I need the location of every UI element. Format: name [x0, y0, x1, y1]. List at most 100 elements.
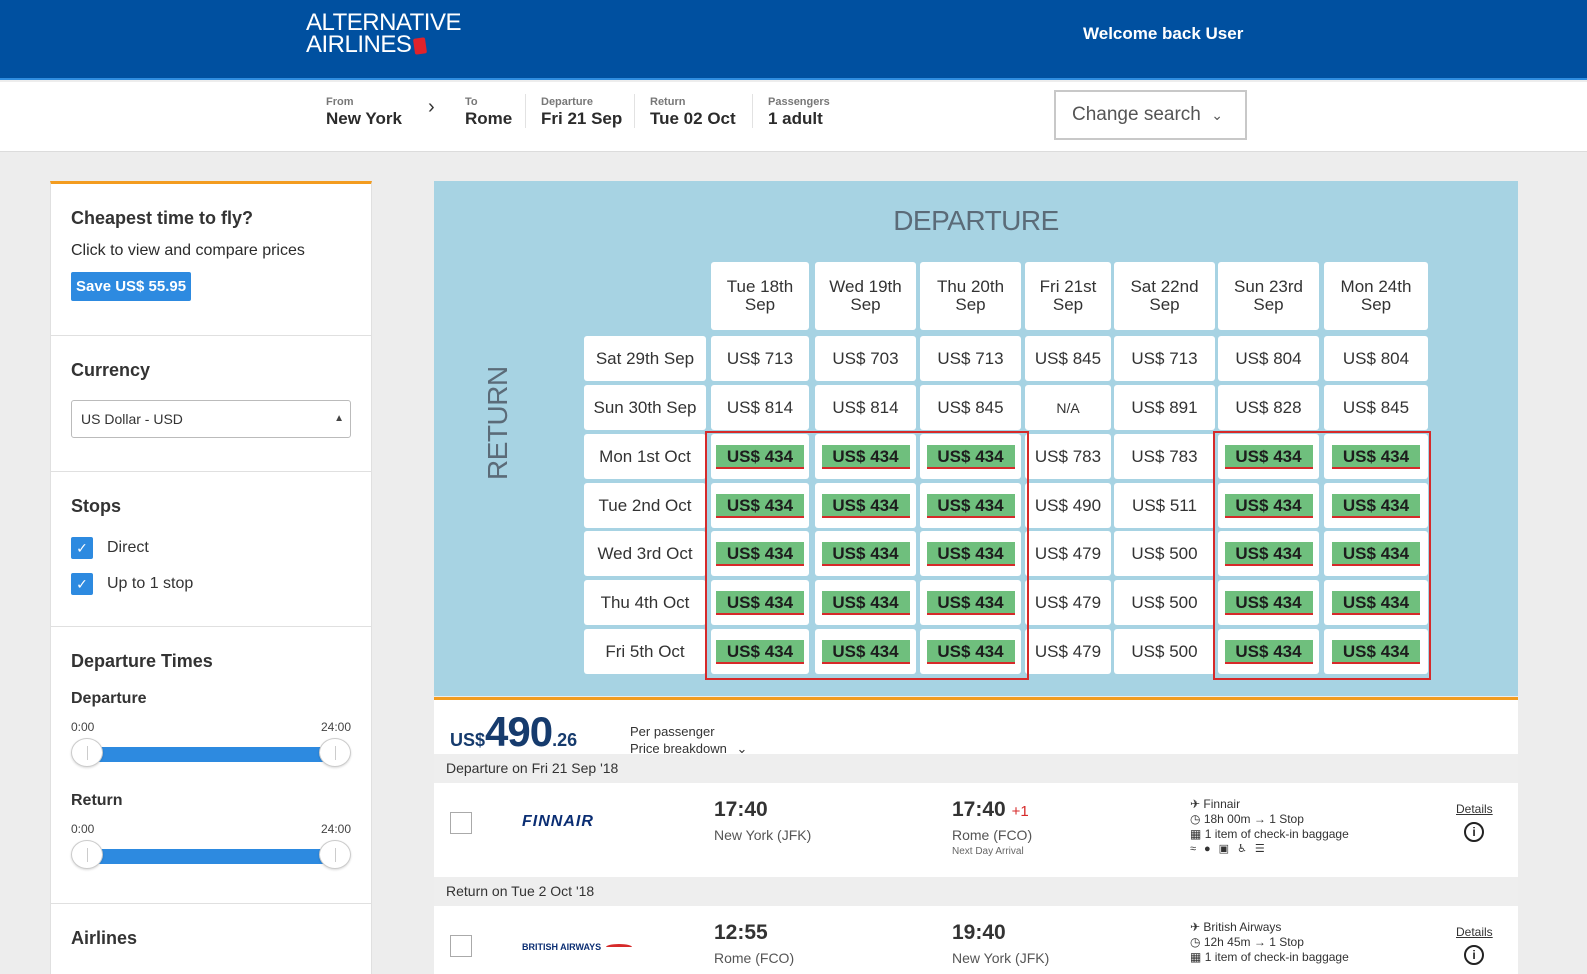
price-cell[interactable]: US$ 434: [815, 531, 916, 576]
price-cell[interactable]: US$ 434: [711, 434, 809, 479]
alternative-airlines-logo[interactable]: ALTERNATIVE AIRLINES: [306, 11, 461, 57]
price-cell[interactable]: US$ 434: [1324, 580, 1428, 625]
price-cell[interactable]: US$ 479: [1025, 580, 1111, 625]
price-cell[interactable]: US$ 434: [1218, 531, 1319, 576]
price-cell[interactable]: US$ 434: [1324, 483, 1428, 528]
price-cell[interactable]: US$ 434: [815, 434, 916, 479]
price-breakdown-link[interactable]: Price breakdown ⌄: [630, 741, 747, 757]
price-cell[interactable]: US$ 434: [711, 629, 809, 674]
price-cell[interactable]: US$ 434: [1218, 629, 1319, 674]
price-cell[interactable]: US$ 434: [1324, 434, 1428, 479]
price-cell[interactable]: US$ 434: [920, 629, 1021, 674]
details-link[interactable]: Details: [1456, 925, 1493, 939]
price-cell[interactable]: US$ 891: [1114, 385, 1215, 430]
price-cell[interactable]: US$ 434: [920, 531, 1021, 576]
price-cell[interactable]: US$ 713: [711, 336, 809, 381]
return-time-slider[interactable]: [71, 840, 351, 869]
price-cell[interactable]: US$ 434: [711, 483, 809, 528]
slider-max-handle[interactable]: [319, 840, 351, 869]
arrival-time: 17:40 +1: [952, 798, 1029, 822]
price-cell[interactable]: US$ 490: [1025, 483, 1111, 528]
cheapest-price-badge[interactable]: US$ 434: [926, 639, 1015, 664]
price-cell[interactable]: US$ 845: [1025, 336, 1111, 381]
cheapest-price-badge[interactable]: US$ 434: [1224, 493, 1313, 518]
price-cell[interactable]: US$ 434: [1324, 629, 1428, 674]
cheapest-price-badge[interactable]: US$ 434: [1332, 444, 1420, 469]
currency-select[interactable]: US Dollar - USD ▲: [71, 400, 351, 438]
airlines-title[interactable]: Airlines: [71, 928, 138, 948]
cheapest-price-badge[interactable]: US$ 434: [716, 541, 804, 566]
change-search-button[interactable]: Change search ⌄: [1054, 90, 1247, 140]
stop-option-one-stop[interactable]: ✓ Up to 1 stop: [71, 573, 351, 595]
slider-min-handle[interactable]: [71, 738, 103, 767]
cheapest-price-badge[interactable]: US$ 434: [716, 444, 804, 469]
welcome-message[interactable]: Welcome back User: [1083, 24, 1244, 43]
price-cell[interactable]: US$ 783: [1025, 434, 1111, 479]
cheapest-price-badge[interactable]: US$ 434: [821, 639, 910, 664]
cheapest-price-badge[interactable]: US$ 434: [1332, 493, 1420, 518]
price-cell[interactable]: US$ 783: [1114, 434, 1215, 479]
price-cell[interactable]: US$ 434: [815, 483, 916, 528]
cheapest-price-badge[interactable]: US$ 434: [926, 493, 1015, 518]
price-cell[interactable]: US$ 804: [1218, 336, 1319, 381]
price-cell[interactable]: US$ 434: [711, 580, 809, 625]
checkbox-checked-icon[interactable]: ✓: [71, 573, 93, 595]
price-cell[interactable]: US$ 500: [1114, 531, 1215, 576]
cheapest-price-badge[interactable]: US$ 434: [926, 444, 1015, 469]
cheapest-price-badge[interactable]: US$ 434: [1224, 590, 1313, 615]
price-cell[interactable]: US$ 434: [920, 580, 1021, 625]
cheapest-price-badge[interactable]: US$ 434: [1224, 639, 1313, 664]
price-cell[interactable]: US$ 479: [1025, 629, 1111, 674]
save-button[interactable]: Save US$ 55.95: [71, 272, 192, 301]
info-icon[interactable]: i: [1464, 945, 1484, 965]
price-cell[interactable]: US$ 814: [711, 385, 809, 430]
price-cell[interactable]: US$ 434: [815, 629, 916, 674]
details-link[interactable]: Details: [1456, 802, 1493, 816]
stop-option-direct[interactable]: ✓ Direct: [71, 537, 351, 559]
price-cell[interactable]: US$ 434: [920, 434, 1021, 479]
cheapest-price-badge[interactable]: US$ 434: [716, 590, 804, 615]
info-icon[interactable]: i: [1464, 822, 1484, 842]
price-cell[interactable]: US$ 845: [1324, 385, 1428, 430]
price-cell[interactable]: US$ 434: [920, 483, 1021, 528]
cheapest-price-badge[interactable]: US$ 434: [1224, 541, 1313, 566]
cheapest-price-badge[interactable]: US$ 434: [716, 493, 804, 518]
price-cell[interactable]: US$ 434: [815, 580, 916, 625]
departure-time-slider[interactable]: [71, 738, 351, 767]
range-min: 0:00: [71, 720, 95, 734]
cheapest-price-badge[interactable]: US$ 434: [1224, 444, 1313, 469]
price-cell[interactable]: US$ 845: [920, 385, 1021, 430]
price-cell[interactable]: US$ 804: [1324, 336, 1428, 381]
price-cell[interactable]: US$ 713: [920, 336, 1021, 381]
cheapest-price-badge[interactable]: US$ 434: [1332, 590, 1420, 615]
cheapest-price-badge[interactable]: US$ 434: [1332, 639, 1420, 664]
cheapest-price-badge[interactable]: US$ 434: [821, 493, 910, 518]
price-cell[interactable]: US$ 828: [1218, 385, 1319, 430]
checkbox-checked-icon[interactable]: ✓: [71, 537, 93, 559]
departure-flight-row[interactable]: FINNAIR 17:40 New York (JFK) 17:40 +1 Ro…: [434, 783, 1518, 877]
cheapest-price-badge[interactable]: US$ 434: [926, 541, 1015, 566]
price-cell[interactable]: US$ 500: [1114, 580, 1215, 625]
cheapest-price-badge[interactable]: US$ 434: [821, 444, 910, 469]
return-flight-row[interactable]: BRITISH AIRWAYS 12:55 Rome (FCO) 19:40 N…: [434, 906, 1518, 974]
price-cell[interactable]: US$ 511: [1114, 483, 1215, 528]
cheapest-price-badge[interactable]: US$ 434: [821, 541, 910, 566]
select-checkbox[interactable]: [450, 935, 472, 957]
price-cell[interactable]: US$ 434: [1218, 483, 1319, 528]
cheapest-price-badge[interactable]: US$ 434: [1332, 541, 1420, 566]
price-cell[interactable]: US$ 434: [711, 531, 809, 576]
slider-max-handle[interactable]: [319, 738, 351, 767]
price-cell[interactable]: US$ 479: [1025, 531, 1111, 576]
price-cell[interactable]: US$ 814: [815, 385, 916, 430]
price-cell[interactable]: US$ 434: [1324, 531, 1428, 576]
cheapest-price-badge[interactable]: US$ 434: [716, 639, 804, 664]
cheapest-price-badge[interactable]: US$ 434: [926, 590, 1015, 615]
price-cell[interactable]: US$ 703: [815, 336, 916, 381]
slider-min-handle[interactable]: [71, 840, 103, 869]
price-cell[interactable]: US$ 500: [1114, 629, 1215, 674]
cheapest-price-badge[interactable]: US$ 434: [821, 590, 910, 615]
select-checkbox[interactable]: [450, 812, 472, 834]
price-cell[interactable]: US$ 434: [1218, 580, 1319, 625]
price-cell[interactable]: US$ 713: [1114, 336, 1215, 381]
price-cell[interactable]: US$ 434: [1218, 434, 1319, 479]
